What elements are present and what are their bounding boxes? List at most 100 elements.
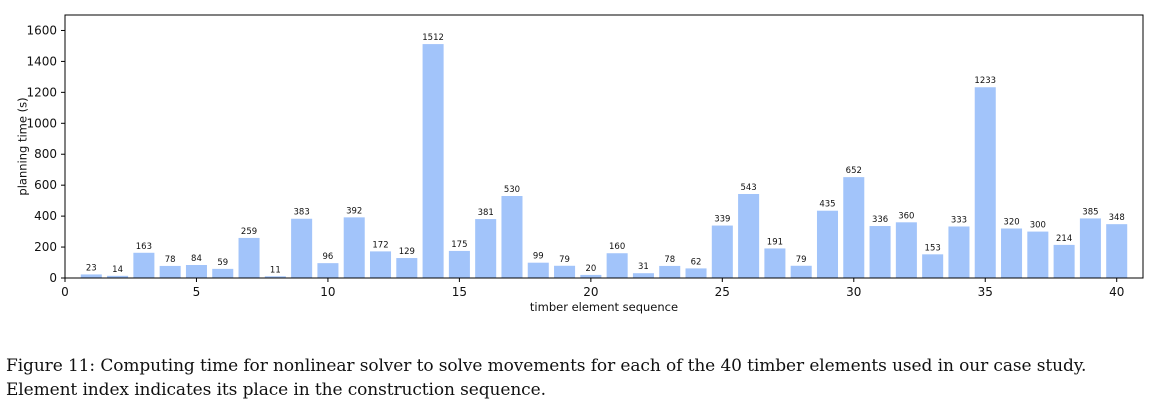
bar-value-label: 172 bbox=[372, 240, 388, 250]
bar-value-label: 259 bbox=[241, 227, 257, 237]
bar-value-label: 84 bbox=[191, 254, 202, 264]
bar-value-label: 11 bbox=[270, 265, 281, 275]
y-tick-label: 1200 bbox=[26, 85, 57, 99]
bar bbox=[475, 219, 497, 278]
bar-value-label: 530 bbox=[504, 185, 520, 195]
bar-value-label: 163 bbox=[136, 242, 152, 252]
y-tick-label: 0 bbox=[49, 271, 57, 285]
bar bbox=[501, 196, 523, 278]
figure-caption: Figure 11: Computing time for nonlinear … bbox=[6, 354, 1168, 402]
bar-value-label: 336 bbox=[872, 215, 888, 225]
bar-chart: 23 14 163 78 84 59 259 11 383 96 392 172 129 1512 175 3… bbox=[16, 14, 1144, 314]
y-axis-title: planning time (s) bbox=[16, 97, 30, 195]
y-tick-label: 1000 bbox=[26, 116, 57, 130]
bar-value-label: 392 bbox=[346, 206, 362, 216]
bar bbox=[159, 265, 181, 278]
x-tick-label: 10 bbox=[320, 285, 335, 299]
bar bbox=[1053, 244, 1075, 278]
x-tick-label: 5 bbox=[193, 285, 201, 299]
bar bbox=[843, 177, 865, 278]
x-tick-label: 30 bbox=[846, 285, 861, 299]
x-tick-label: 25 bbox=[715, 285, 730, 299]
bar bbox=[448, 250, 470, 278]
bar bbox=[185, 265, 207, 278]
x-tick-label: 40 bbox=[1109, 285, 1124, 299]
bar-value-label: 23 bbox=[86, 263, 97, 273]
bar-value-label: 129 bbox=[399, 247, 415, 257]
bar bbox=[948, 226, 970, 278]
bar bbox=[369, 251, 392, 278]
bar-value-label: 153 bbox=[925, 243, 941, 253]
bar bbox=[133, 252, 155, 278]
bar bbox=[632, 273, 654, 278]
bar-value-label: 78 bbox=[664, 255, 675, 265]
bar-value-label: 333 bbox=[951, 215, 967, 225]
bar-value-label: 652 bbox=[846, 166, 862, 176]
bar-value-label: 79 bbox=[559, 255, 570, 265]
bar bbox=[238, 237, 260, 278]
bar bbox=[816, 210, 839, 278]
y-tick-label: 600 bbox=[34, 178, 57, 192]
bar bbox=[291, 218, 313, 278]
bar bbox=[264, 276, 286, 278]
data-labels-layer: 23 14 163 78 84 59 259 11 383 96 392 172 129 1512 175 3… bbox=[86, 33, 1125, 275]
bar bbox=[554, 265, 576, 278]
bar-value-label: 214 bbox=[1056, 234, 1072, 244]
y-tick-label: 800 bbox=[34, 147, 57, 161]
bar-value-label: 435 bbox=[819, 200, 835, 210]
bar bbox=[343, 217, 365, 278]
bar bbox=[527, 262, 549, 278]
bar bbox=[869, 226, 891, 278]
bar bbox=[606, 253, 628, 278]
bar bbox=[107, 275, 129, 278]
bar-value-label: 175 bbox=[451, 240, 467, 250]
caption-line-1: Figure 11: Computing time for nonlinear … bbox=[6, 356, 1087, 376]
bar bbox=[1001, 228, 1023, 278]
bar-value-label: 300 bbox=[1030, 221, 1046, 231]
y-tick-label: 200 bbox=[34, 240, 57, 254]
bar-value-label: 385 bbox=[1082, 207, 1098, 217]
y-tick-label: 1400 bbox=[26, 54, 57, 68]
bar-value-label: 99 bbox=[533, 252, 544, 262]
bar bbox=[922, 254, 944, 278]
bar bbox=[422, 44, 444, 279]
bar bbox=[212, 268, 234, 278]
axes-frame bbox=[64, 14, 1144, 279]
bar-value-label: 1233 bbox=[974, 76, 996, 86]
bar bbox=[80, 274, 102, 278]
bar-value-label: 339 bbox=[714, 215, 730, 225]
bar-value-label: 96 bbox=[323, 252, 334, 262]
bar-value-label: 543 bbox=[740, 183, 756, 193]
bar-value-label: 78 bbox=[165, 255, 176, 265]
bar-value-label: 383 bbox=[294, 208, 310, 218]
x-tick-label: 35 bbox=[978, 285, 993, 299]
x-tick-label: 15 bbox=[452, 285, 467, 299]
bar-value-label: 320 bbox=[1003, 217, 1019, 227]
bar bbox=[738, 193, 760, 278]
bar bbox=[974, 87, 996, 278]
bar-value-label: 20 bbox=[585, 264, 596, 274]
bar-value-label: 1512 bbox=[422, 33, 444, 43]
bar bbox=[1106, 224, 1128, 278]
y-tick-label: 1600 bbox=[26, 23, 57, 37]
bar bbox=[1027, 231, 1049, 278]
bar-value-label: 191 bbox=[767, 237, 783, 247]
x-axis-title: timber element sequence bbox=[530, 300, 678, 314]
bar-value-label: 381 bbox=[478, 208, 494, 218]
bars-layer bbox=[80, 44, 1128, 279]
bar bbox=[659, 265, 681, 278]
x-axis-ticks: 0 5 10 15 20 25 30 35 40 bbox=[61, 278, 1124, 299]
bar bbox=[685, 268, 707, 278]
bar-value-label: 59 bbox=[217, 258, 228, 268]
bar bbox=[317, 263, 339, 278]
x-tick-label: 0 bbox=[61, 285, 69, 299]
bar-value-label: 360 bbox=[898, 211, 914, 221]
x-tick-label: 20 bbox=[583, 285, 598, 299]
bar-value-label: 348 bbox=[1109, 213, 1125, 223]
bar bbox=[1079, 218, 1101, 278]
bar-value-label: 14 bbox=[112, 265, 123, 275]
bar-value-label: 62 bbox=[691, 257, 702, 267]
caption-line-2: Element index indicates its place in the… bbox=[6, 380, 546, 400]
bar-value-label: 79 bbox=[796, 255, 807, 265]
bar bbox=[790, 265, 812, 278]
